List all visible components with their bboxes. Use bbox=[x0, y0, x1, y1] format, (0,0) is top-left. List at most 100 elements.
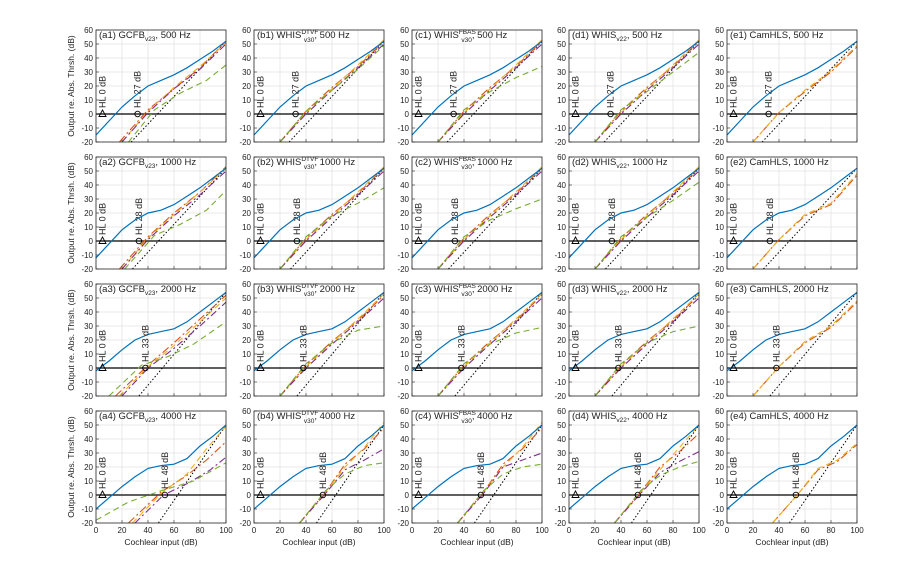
sim-curve-purple bbox=[594, 43, 700, 143]
y-tick-label: -10 bbox=[81, 124, 93, 133]
y-tick-label: 30 bbox=[715, 322, 724, 331]
panel-c4: HL 0 dB HL 48 dB -20 -10 0 10 20 30 40 50 60 0 20 40 6… bbox=[397, 407, 549, 547]
y-tick-label: 60 bbox=[715, 26, 724, 35]
panel-title: (c2) WHISFBAS v30, 1000 Hz bbox=[415, 156, 513, 171]
panel-e4: HL 0 dB HL 48 dB -20 -10 0 10 20 30 40 50 60 0 20 40 6… bbox=[712, 407, 864, 547]
y-tick-label: 40 bbox=[84, 181, 93, 190]
hl0-marker bbox=[571, 109, 580, 117]
hl0-label: HL 0 dB bbox=[98, 457, 108, 489]
hl0-marker bbox=[98, 363, 107, 371]
y-tick-label: -20 bbox=[712, 392, 724, 401]
y-tick-label: 0 bbox=[405, 364, 410, 373]
sim-curve-purple bbox=[437, 297, 543, 397]
y-tick-label: 10 bbox=[557, 477, 566, 486]
panel-b2: HL 0 dB HL 28 dB -20 -10 0 10 20 30 40 50 60 (b2) W… bbox=[239, 153, 385, 274]
y-tick-label: -20 bbox=[554, 138, 566, 147]
y-tick-label: -10 bbox=[712, 124, 724, 133]
y-tick-label: -20 bbox=[397, 519, 409, 528]
hl-marker bbox=[615, 364, 622, 372]
y-tick-label: -10 bbox=[81, 505, 93, 514]
panel-title-freq: , 2000 Hz bbox=[627, 284, 668, 295]
y-tick-label: 60 bbox=[715, 153, 724, 162]
y-tick-label: 20 bbox=[242, 209, 251, 218]
hl-marker bbox=[300, 364, 307, 372]
y-tick-label: -20 bbox=[81, 138, 93, 147]
panel-title: (e1) CamHLS, 500 Hz bbox=[730, 30, 824, 41]
y-tick-label: 10 bbox=[242, 350, 251, 359]
y-tick-label: 0 bbox=[89, 110, 94, 119]
y-tick-label: -10 bbox=[554, 124, 566, 133]
sim-curve-orange bbox=[279, 167, 385, 270]
hl0-marker bbox=[414, 490, 423, 498]
normal-hearing-curve bbox=[726, 291, 858, 372]
y-tick-label: -10 bbox=[239, 378, 251, 387]
y-tick-label: 40 bbox=[400, 181, 409, 190]
sim-curve-orange bbox=[279, 294, 385, 397]
y-tick-label: -20 bbox=[397, 392, 409, 401]
y-tick-label: 30 bbox=[84, 68, 93, 77]
y-tick-label: 50 bbox=[715, 167, 724, 176]
x-axis-label: Cochlear input (dB) bbox=[124, 537, 197, 547]
y-tick-label: 30 bbox=[84, 449, 93, 458]
x-tick-label: 100 bbox=[535, 526, 549, 535]
normal-hearing-curve bbox=[253, 40, 385, 136]
sim-curve-yellow bbox=[121, 42, 227, 143]
y-tick-label: -10 bbox=[712, 505, 724, 514]
panel-title: (a2) GCFBv23, 1000 Hz bbox=[99, 157, 196, 170]
y-tick-label: 0 bbox=[247, 237, 252, 246]
normal-hearing-curve bbox=[568, 424, 700, 510]
y-tick-label: -10 bbox=[554, 251, 566, 260]
panel-a2: HL 0 dB HL 28 dB -20 -10 0 10 20 30 40 50 60 (a2) G… bbox=[66, 153, 227, 274]
hl0-marker bbox=[98, 109, 107, 117]
sim-curve-orange bbox=[279, 40, 385, 143]
y-tick-label: 30 bbox=[557, 449, 566, 458]
sim-curve-purple bbox=[121, 301, 227, 397]
panel-id: (d1) WHIS bbox=[572, 30, 616, 41]
sim-curve-purple bbox=[279, 297, 385, 397]
x-tick-label: 100 bbox=[692, 526, 706, 535]
panel-title-sup: DTVF bbox=[301, 283, 318, 290]
y-tick-label: 60 bbox=[400, 153, 409, 162]
sim-curve-purple bbox=[299, 448, 385, 524]
reference-dotted-line bbox=[157, 424, 227, 524]
x-tick-label: 60 bbox=[170, 526, 179, 535]
hl0-label: HL 0 dB bbox=[729, 457, 739, 489]
reference-dotted-line bbox=[630, 424, 700, 524]
hl0-marker bbox=[571, 363, 580, 371]
sim-curve-green bbox=[594, 325, 700, 397]
y-tick-label: 50 bbox=[400, 40, 409, 49]
hl-label: HL 48 dB bbox=[633, 452, 643, 489]
y-tick-label: 30 bbox=[242, 195, 251, 204]
panel-title-sup: DTVF bbox=[301, 410, 318, 417]
sim-curve-green bbox=[437, 326, 543, 397]
sim-curve-purple bbox=[614, 451, 700, 524]
y-tick-label: 40 bbox=[84, 54, 93, 63]
panel-title-sup: FBAS bbox=[459, 410, 477, 417]
y-tick-label: 0 bbox=[89, 491, 94, 500]
hl0-marker bbox=[729, 236, 738, 244]
sim-curve-purple bbox=[121, 170, 227, 270]
normal-hearing-curve bbox=[95, 167, 227, 259]
y-tick-label: 20 bbox=[242, 82, 251, 91]
sim-curve-yellow bbox=[752, 173, 858, 270]
panel-e2: HL 0 dB HL 28 dB -20 -10 0 10 20 30 40 50 60 (e2) C… bbox=[712, 153, 858, 274]
panel-title-freq: , 1000 Hz bbox=[155, 157, 196, 168]
x-axis-label: Cochlear input (dB) bbox=[282, 537, 355, 547]
y-tick-label: 50 bbox=[242, 294, 251, 303]
x-tick-label: 80 bbox=[669, 526, 678, 535]
sim-curve-orange bbox=[752, 46, 858, 143]
y-tick-label: -20 bbox=[712, 519, 724, 528]
y-tick-label: 20 bbox=[84, 463, 93, 472]
sim-curve-orange bbox=[594, 294, 700, 397]
hl-marker bbox=[135, 237, 143, 245]
hl0-label: HL 0 dB bbox=[571, 457, 581, 489]
normal-hearing-curve bbox=[253, 167, 385, 259]
y-tick-label: 20 bbox=[400, 209, 409, 218]
panel-title: (c4) WHISFBAS v30, 4000 Hz bbox=[415, 410, 513, 425]
sim-curve-green bbox=[457, 463, 543, 524]
panel-title-freq: , 2000 Hz bbox=[155, 284, 196, 295]
y-tick-label: 30 bbox=[557, 322, 566, 331]
panel-id: (a1) GCFB bbox=[99, 30, 145, 41]
y-tick-label: -20 bbox=[397, 265, 409, 274]
panel-title-sub: v23 bbox=[145, 36, 156, 43]
